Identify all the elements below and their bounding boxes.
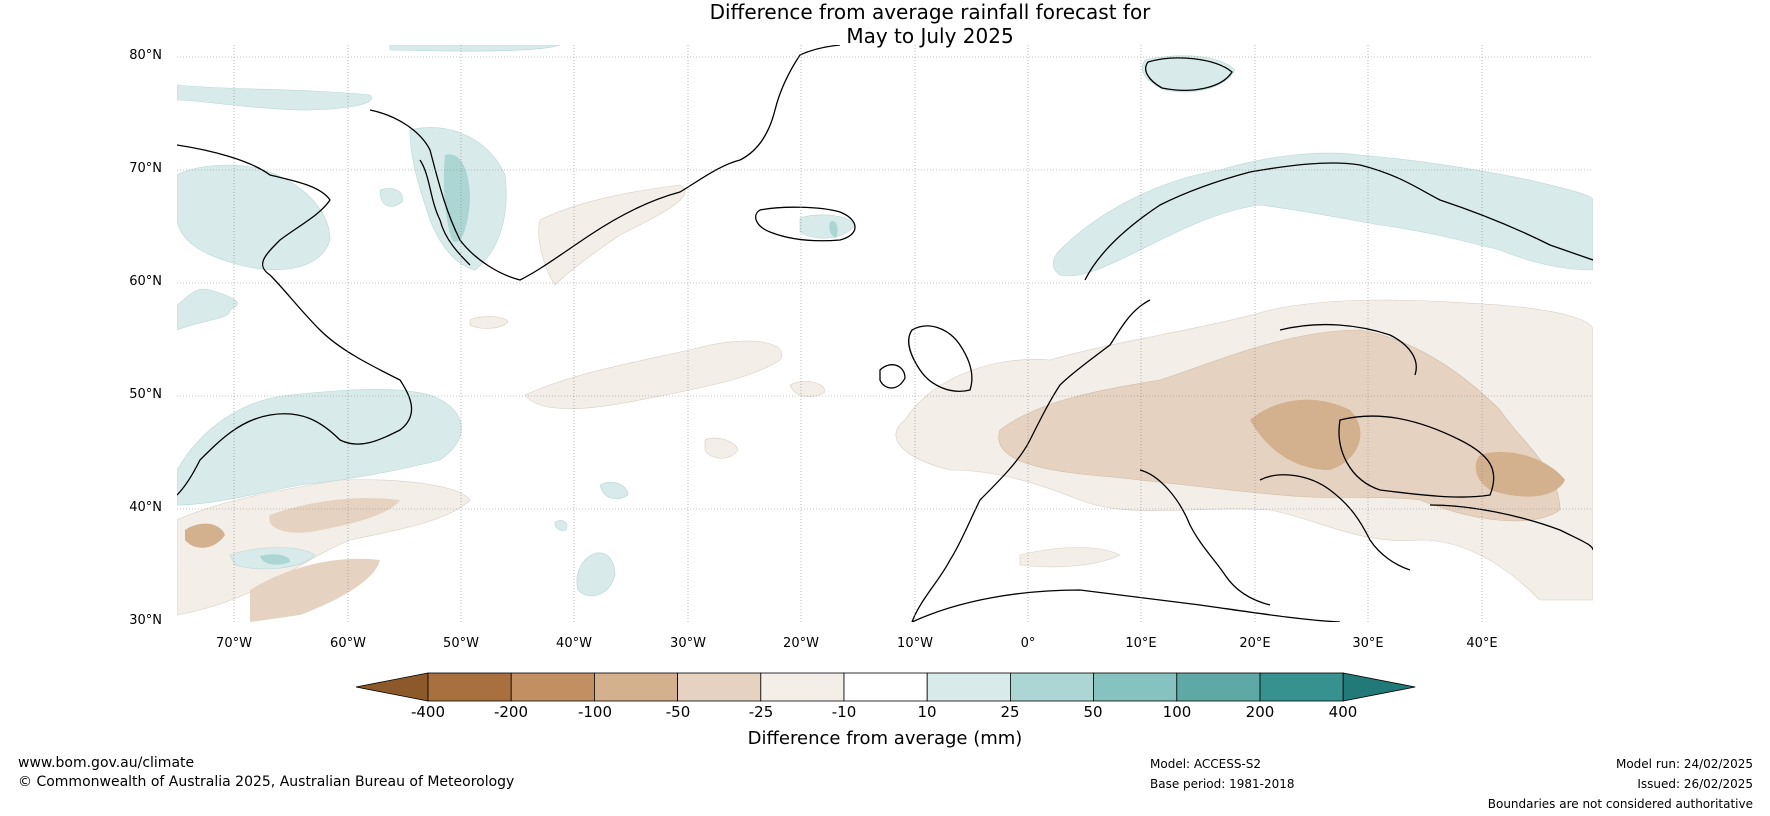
chart-title: Difference from average rainfall forecas…: [0, 0, 1770, 48]
colorbar-tick: -50: [665, 703, 691, 721]
model-name: Model: ACCESS-S2: [1150, 757, 1262, 771]
wet-anomaly-regions: [177, 45, 1593, 597]
colorbar-tick: 200: [1245, 703, 1275, 721]
title-line-1: Difference from average rainfall forecas…: [709, 0, 1151, 24]
lat-label-40n: 40°N: [129, 500, 162, 515]
base-period: Base period: 1981-2018: [1150, 777, 1295, 791]
lon-label-0: 0°: [1020, 636, 1036, 651]
lat-label-30n: 30°N: [129, 613, 162, 628]
lon-label-20w: 20°W: [783, 636, 819, 651]
lon-label-20e: 20°E: [1239, 636, 1271, 651]
colorbar-label: Difference from average (mm): [747, 728, 1023, 749]
colorbar-tick: 400: [1328, 703, 1358, 721]
issued-date: Issued: 26/02/2025: [1637, 777, 1753, 791]
title-line-2: May to July 2025: [846, 24, 1014, 48]
coastlines: [177, 45, 1593, 622]
dry-anomaly-regions: [177, 184, 1593, 622]
website-link[interactable]: www.bom.gov.au/climate: [18, 755, 195, 771]
copyright-text: © Commonwealth of Australia 2025, Austra…: [18, 774, 515, 790]
lat-label-80n: 80°N: [129, 48, 162, 63]
lon-label-70w: 70°W: [216, 636, 252, 651]
lat-label-50n: 50°N: [129, 387, 162, 402]
colorbar-tick: -25: [748, 703, 774, 721]
colorbar-tick: 10: [917, 703, 937, 721]
gridlines: [177, 45, 1593, 622]
lon-label-60w: 60°W: [330, 636, 366, 651]
colorbar-tick: -100: [577, 703, 613, 721]
colorbar-tick: -200: [493, 703, 529, 721]
lon-label-30w: 30°W: [670, 636, 706, 651]
lat-label-60n: 60°N: [129, 274, 162, 289]
lon-label-10e: 10°E: [1125, 636, 1157, 651]
lat-label-70n: 70°N: [129, 161, 162, 176]
colorbar-tick: 25: [1000, 703, 1020, 721]
colorbar-tick: 100: [1162, 703, 1192, 721]
colorbar-tick: 50: [1083, 703, 1103, 721]
lon-label-40w: 40°W: [556, 636, 592, 651]
colorbar-tick: -10: [831, 703, 857, 721]
model-run-date: Model run: 24/02/2025: [1615, 757, 1753, 771]
colorbar-tick: -400: [410, 703, 446, 721]
lon-label-30e: 30°E: [1352, 636, 1384, 651]
lon-label-10w: 10°W: [897, 636, 933, 651]
boundary-disclaimer: Boundaries are not considered authoritat…: [1487, 797, 1753, 811]
lon-label-50w: 50°W: [443, 636, 479, 651]
lon-label-40e: 40°E: [1466, 636, 1498, 651]
